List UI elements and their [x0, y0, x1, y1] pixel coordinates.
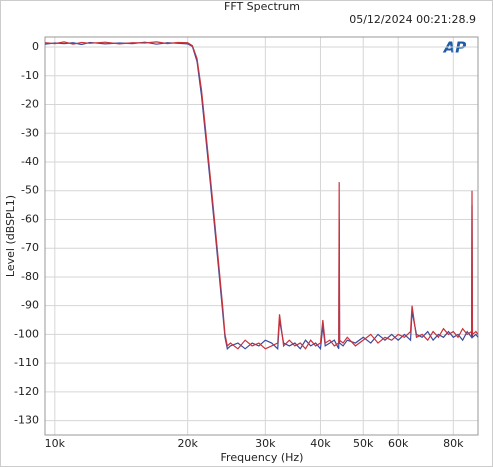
y-axis-label: Level (dBSPL1)	[4, 195, 17, 277]
x-tick-label: 80k	[443, 437, 464, 450]
y-tick-label: 0	[32, 40, 39, 53]
y-tick-label: -60	[21, 212, 39, 225]
x-tick-label: 10k	[45, 437, 66, 450]
chart-title: FFT Spectrum	[224, 0, 300, 13]
series-line	[44, 41, 479, 350]
y-tick-label: -110	[14, 356, 39, 369]
x-tick-label: 60k	[388, 437, 409, 450]
x-tick-label: 30k	[255, 437, 276, 450]
y-tick-label: -50	[21, 184, 39, 197]
y-tick-label: -120	[14, 385, 39, 398]
y-tick-label: -20	[21, 98, 39, 111]
x-axis-label: Frequency (Hz)	[221, 451, 304, 464]
y-tick-label: -80	[21, 270, 39, 283]
y-tick-label: -90	[21, 299, 39, 312]
plot-frame	[44, 36, 479, 436]
y-tick-label: -130	[14, 414, 39, 427]
y-tick-label: -100	[14, 327, 39, 340]
y-tick-label: -10	[21, 69, 39, 82]
y-tick-label: -40	[21, 155, 39, 168]
x-tick-label: 50k	[353, 437, 374, 450]
x-tick-label: 20k	[177, 437, 198, 450]
timestamp: 05/12/2024 00:21:28.9	[349, 13, 476, 26]
x-tick-label: 40k	[310, 437, 331, 450]
y-tick-label: -70	[21, 241, 39, 254]
y-tick-label: -30	[21, 126, 39, 139]
